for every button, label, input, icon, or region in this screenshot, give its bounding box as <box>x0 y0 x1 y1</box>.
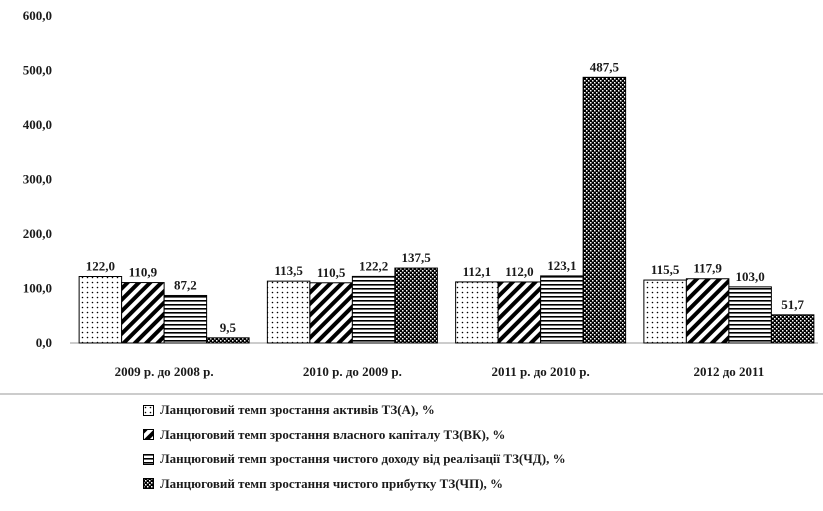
bar <box>394 267 438 344</box>
x-category-label: 2010 р. до 2009 р. <box>303 364 402 379</box>
y-tick-label: 0,0 <box>36 335 52 350</box>
legend-label: Ланцюговий темп зростання чистого прибут… <box>160 475 504 491</box>
bar <box>266 280 311 344</box>
y-tick-label: 400,0 <box>23 117 52 132</box>
data-label: 487,5 <box>590 59 620 74</box>
bar <box>540 275 584 344</box>
data-label: 9,5 <box>220 320 237 335</box>
data-label: 122,0 <box>86 259 115 274</box>
data-label: 110,9 <box>129 265 158 280</box>
y-tick-label: 100,0 <box>23 281 52 296</box>
data-label: 115,5 <box>651 262 680 277</box>
legend-label: Ланцюговий темп зростання власного капіт… <box>160 426 506 442</box>
bar-chart: 0,0 100,0 200,0 300,0 400,0 500,0 600,0 122,0 11… <box>0 8 823 395</box>
bar <box>351 275 396 344</box>
data-label: 122,2 <box>359 258 388 273</box>
y-tick-label: 500,0 <box>23 63 52 78</box>
legend-item: Ланцюговий темп зростання активів ТЗ(А),… <box>143 398 783 423</box>
data-label: 112,1 <box>463 264 492 279</box>
data-label: 87,2 <box>174 277 197 292</box>
legend-item: Ланцюговий темп зростання чистого доходу… <box>143 447 783 472</box>
data-label: 103,0 <box>736 269 765 284</box>
legend-item: Ланцюговий темп зростання власного капіт… <box>143 423 783 448</box>
bar <box>455 281 499 344</box>
bar <box>497 281 542 344</box>
bar <box>121 282 165 344</box>
legend-item: Ланцюговий темп зростання чистого прибут… <box>143 472 783 497</box>
data-label: 123,1 <box>547 258 576 273</box>
bar <box>643 279 687 344</box>
data-label: 113,5 <box>274 263 303 278</box>
legend-swatch <box>143 478 154 490</box>
y-tick-label: 300,0 <box>23 172 52 187</box>
bar <box>770 314 815 344</box>
y-tick-label: 600,0 <box>23 8 52 23</box>
data-label: 137,5 <box>402 250 432 265</box>
legend: Ланцюговий темп зростання активів ТЗ(А),… <box>143 398 783 496</box>
bar <box>728 286 772 344</box>
bar <box>206 337 250 344</box>
bar <box>685 278 730 344</box>
data-label: 110,5 <box>317 265 346 280</box>
bar <box>582 76 627 344</box>
plot-area: 0,0 100,0 200,0 300,0 400,0 500,0 600,0 122,0 11… <box>23 8 818 379</box>
data-label: 117,9 <box>693 261 722 276</box>
y-tick-label: 200,0 <box>23 226 52 241</box>
bar <box>78 276 123 344</box>
data-label: 51,7 <box>781 297 804 312</box>
legend-swatch <box>143 429 154 441</box>
legend-label: Ланцюговий темп зростання активів ТЗ(А),… <box>160 402 435 418</box>
data-label: 112,0 <box>505 264 534 279</box>
x-category-label: 2011 р. до 2010 р. <box>491 364 589 379</box>
legend-label: Ланцюговий темп зростання чистого доходу… <box>160 451 566 467</box>
x-category-label: 2012 до 2011 <box>693 364 764 379</box>
legend-swatch <box>143 404 154 416</box>
legend-swatch <box>143 453 154 465</box>
bar <box>163 294 208 344</box>
bar <box>309 282 353 344</box>
x-category-label: 2009 р. до 2008 р. <box>115 364 214 379</box>
